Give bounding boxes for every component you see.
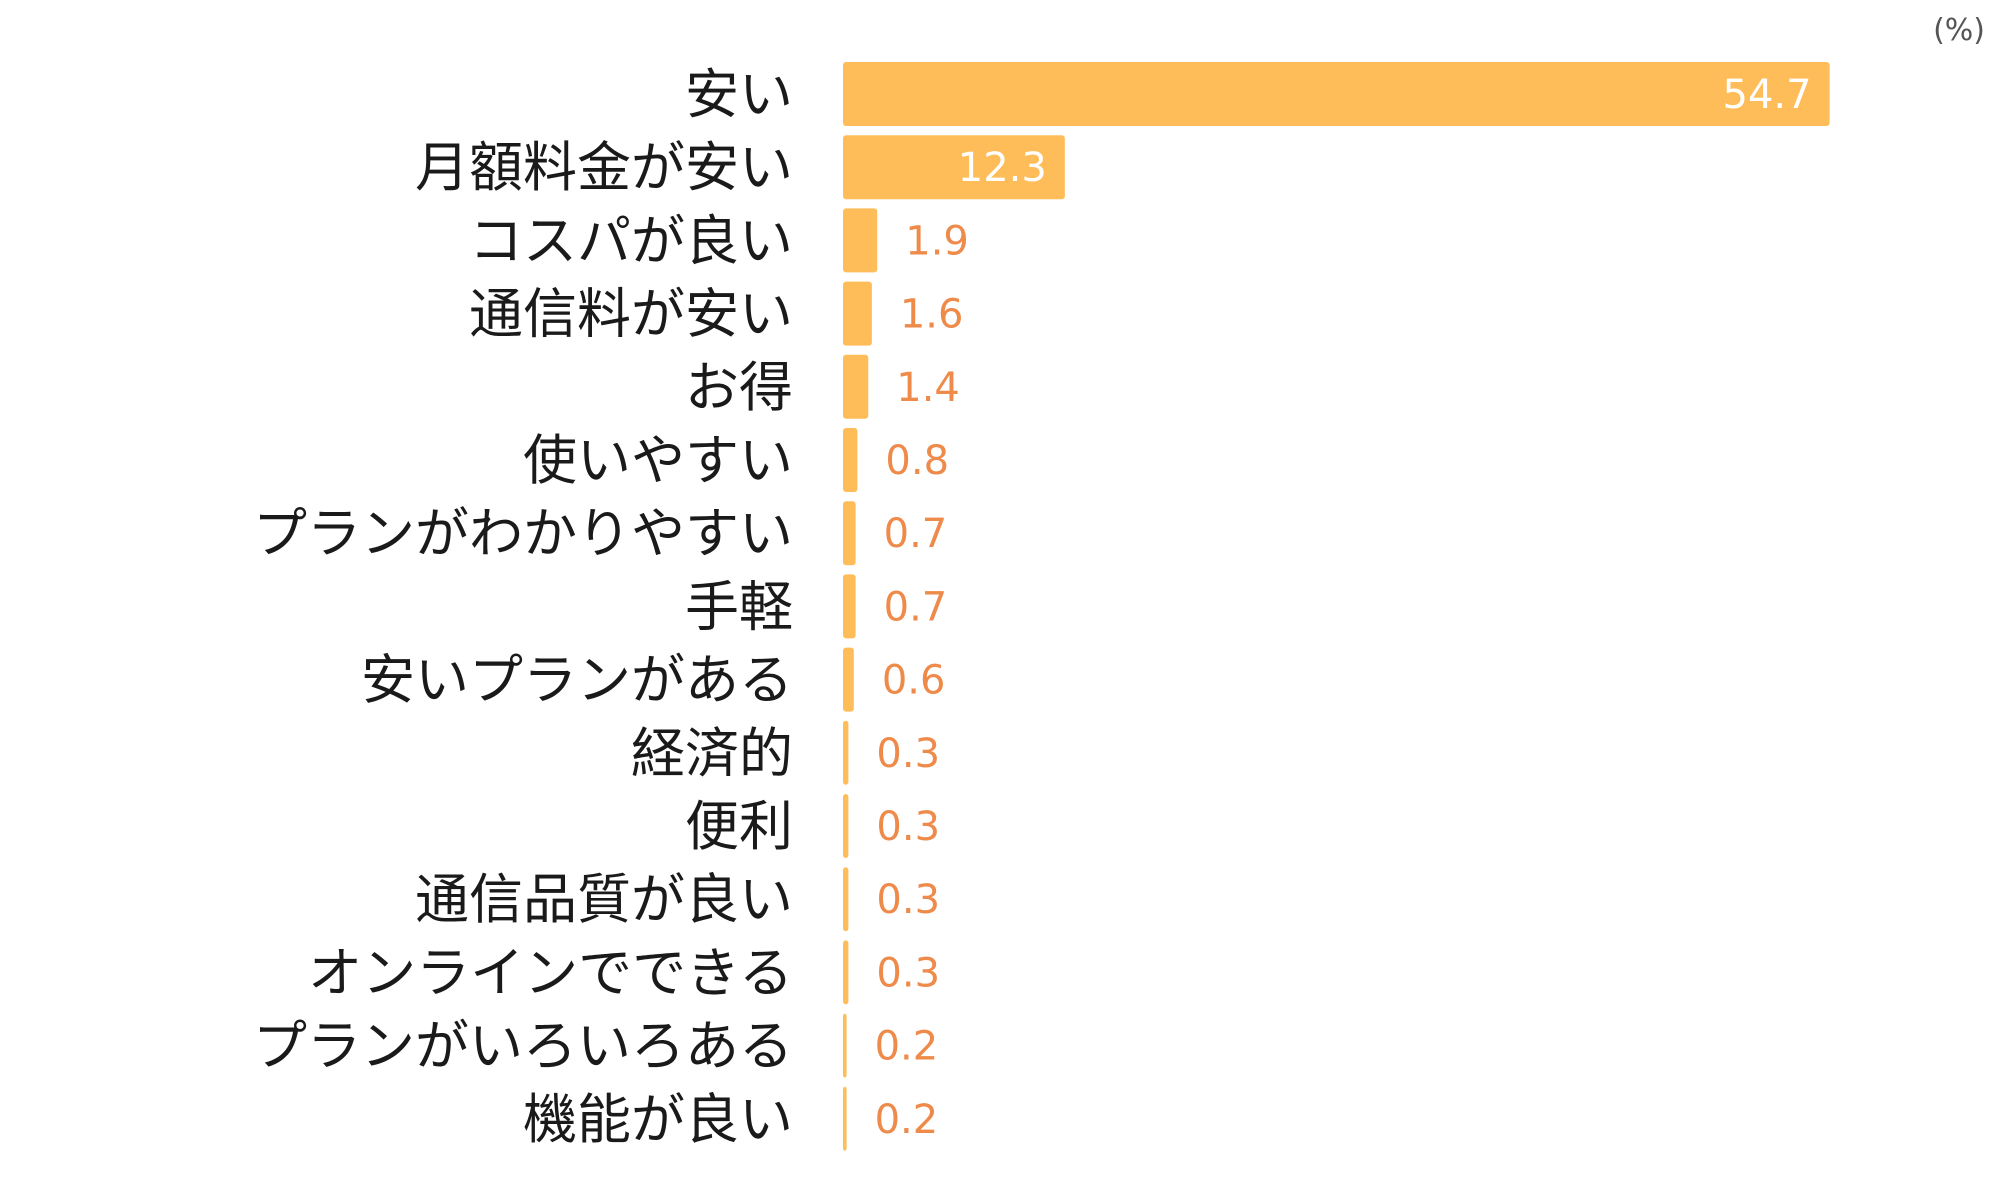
value-label: 1.6 [900, 292, 964, 338]
category-label: プランがわかりやすい [253, 502, 793, 565]
bar [843, 794, 849, 858]
value-label: 0.3 [876, 877, 940, 923]
bar [843, 281, 872, 346]
bar [843, 647, 854, 712]
category-label: 機能が良い [523, 1088, 793, 1151]
bar [843, 940, 849, 1005]
bar [843, 574, 856, 639]
category-label: 安いプランがある [361, 649, 793, 712]
value-label: 0.6 [882, 658, 946, 704]
bars-group: 安い 54.7 月額料金が安い 12.3 コスパが良い 1.9 通信料が安い 1.6 お得 1.4… [253, 62, 1830, 1151]
bar [843, 428, 858, 492]
value-label: 0.2 [875, 1097, 939, 1143]
value-label: 1.9 [905, 218, 969, 264]
category-label: コスパが良い [469, 209, 793, 272]
category-label: プランがいろいろある [253, 1015, 793, 1078]
category-label: 通信品質が良い [415, 868, 793, 931]
bar [843, 501, 856, 566]
category-label: 手軽 [685, 575, 793, 638]
value-label: 12.3 [958, 145, 1047, 191]
category-label: 便利 [685, 795, 793, 858]
category-label: お得 [685, 356, 793, 419]
bar [843, 135, 1065, 200]
value-label: 0.7 [884, 511, 948, 557]
bar [843, 1013, 847, 1078]
unit-label: (%) [1933, 13, 1985, 48]
value-label: 0.3 [876, 804, 940, 850]
bar [843, 720, 849, 785]
value-label: 54.7 [1723, 72, 1812, 118]
value-label: 0.3 [876, 731, 940, 777]
category-label: 通信料が安い [469, 283, 793, 346]
bar [843, 354, 869, 419]
category-label: オンラインでできる [308, 941, 793, 1004]
bar [843, 1086, 847, 1151]
value-label: 1.4 [896, 365, 960, 411]
value-label: 0.8 [885, 438, 949, 484]
value-label: 0.7 [884, 584, 948, 630]
category-label: 安い [685, 63, 793, 126]
bar [843, 867, 849, 932]
value-label: 0.3 [876, 950, 940, 996]
bar [843, 62, 1830, 126]
category-label: 経済的 [631, 722, 793, 785]
category-label: 使いやすい [523, 429, 793, 492]
category-label: 月額料金が安い [415, 136, 793, 199]
bar [843, 208, 878, 273]
value-label: 0.2 [875, 1024, 939, 1070]
